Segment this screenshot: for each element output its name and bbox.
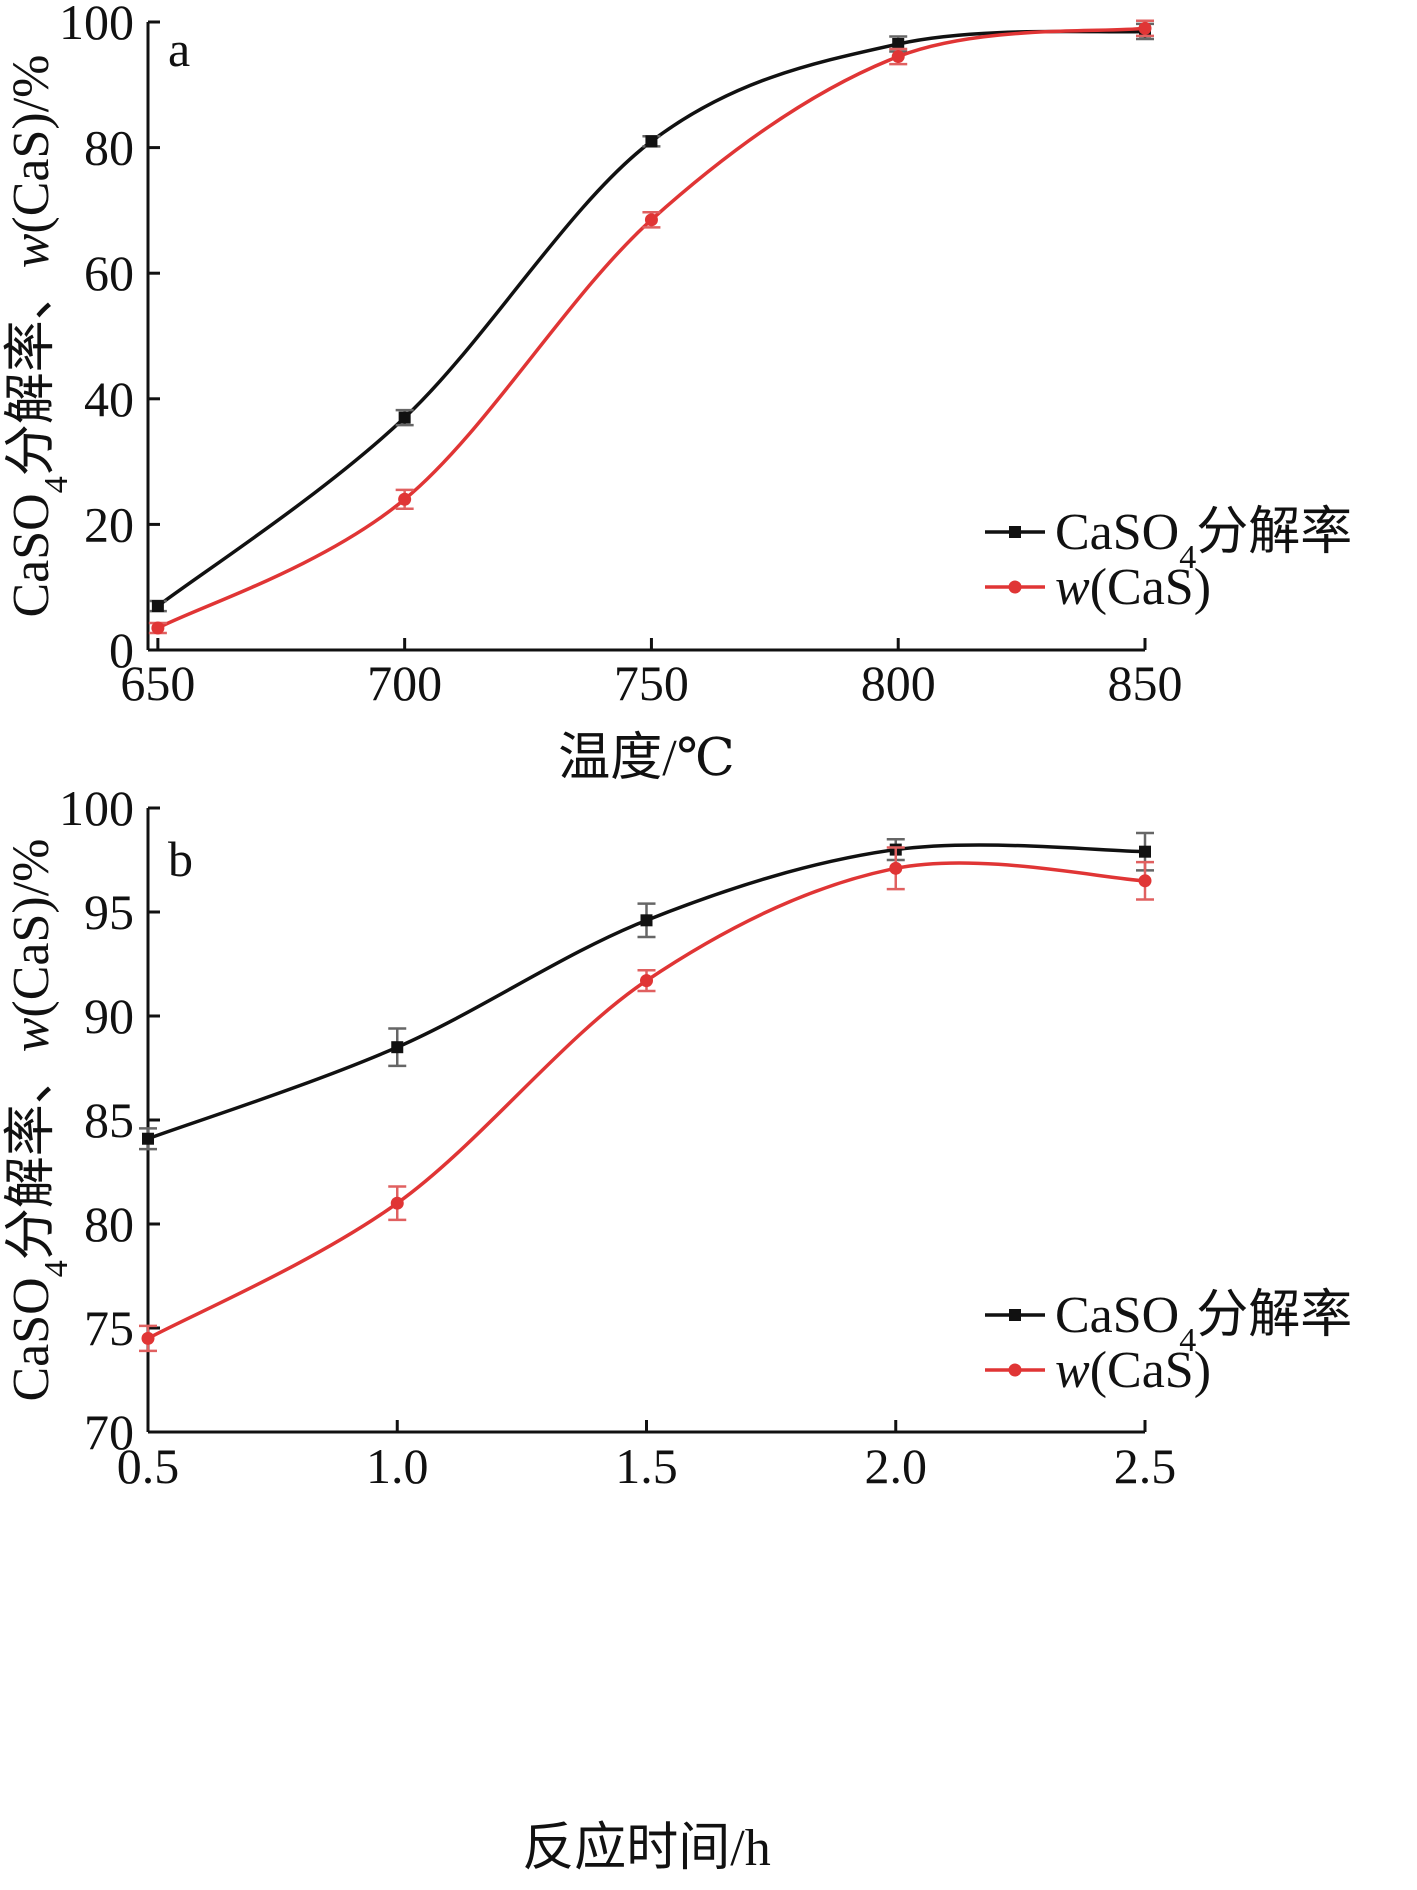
y-tick-label: 60 [84,245,134,301]
y-title-part: (CaS)/% [3,54,60,233]
y-tick-label: 40 [84,371,134,427]
series-cas [148,19,1154,635]
y-title-italic: w [3,1017,60,1052]
data-point-square [645,135,658,148]
legend-subscript: 4 [1179,539,1196,576]
y-tick-label: 80 [84,1196,134,1252]
y-tick-label: 20 [84,496,134,552]
data-point-circle [891,50,905,64]
legend-marker-square [1009,526,1021,538]
y-title-part: CaSO [3,493,60,617]
legend-marker-circle [1008,1363,1022,1377]
x-tick-label: 0.5 [117,1438,180,1494]
legend-marker-circle [1008,580,1022,594]
data-point-square [142,1132,154,1145]
x-axis-title: 温度/℃ [558,730,735,787]
legend-label: CaSO4分解率 [1055,504,1352,576]
y-title-subscript: 4 [38,476,75,493]
series-line [156,29,1146,608]
y-axis-title: CaSO4分解率、w(CaS)/% [3,54,75,617]
data-point-square [398,411,411,424]
x-axis-title: 反应时间/h [522,1820,770,1877]
legend-label: CaSO4分解率 [1055,1287,1352,1359]
legend-italic: w [1055,559,1090,616]
legend-subscript: 4 [1179,1322,1196,1359]
data-point-circle [1138,21,1152,35]
y-title-part: 分解率、 [3,268,60,476]
chart-panel-b: 70 75 80 85 90 95 100 0.5 1.0 1.5 2.0 2.5 b 反应时间/h CaS… [3,780,1352,1877]
y-tick-label: 90 [84,988,134,1044]
y-tick-label: 75 [84,1300,134,1356]
legend-label: w(CaS) [1055,559,1211,616]
y-title-part: (CaS)/% [3,838,60,1017]
data-point-circle [640,974,653,988]
x-tick-label: 850 [1108,655,1183,711]
data-point-circle [644,213,658,227]
data-point-circle [889,861,903,875]
y-tick-label: 100 [59,780,134,836]
legend-part: 分解率 [1196,1287,1352,1344]
legend-marker-square [1009,1309,1021,1321]
y-tick-label: 85 [84,1092,134,1148]
y-tick-label: 95 [84,884,134,940]
legend-part: (CaS) [1090,559,1211,616]
x-tick-label: 2.0 [865,1438,928,1494]
data-point-circle [141,1331,155,1345]
data-point-circle [1138,874,1152,888]
legend-italic: w [1055,1342,1090,1399]
data-point-square [640,914,653,927]
y-title-subscript: 4 [38,1260,75,1277]
data-point-circle [151,621,165,635]
y-tick-label: 100 [59,0,134,50]
data-point-square [151,600,164,613]
panel-label: b [168,831,193,887]
legend-label: w(CaS) [1055,1342,1211,1399]
y-tick-label: 70 [84,1404,134,1460]
y-tick-label: 80 [84,120,134,176]
x-tick-label: 800 [861,655,936,711]
series-line [157,26,1146,630]
x-tick-label: 1.5 [615,1438,678,1494]
data-point-circle [390,1196,404,1210]
y-title-italic: w [3,233,60,268]
legend-part: (CaS) [1090,1342,1211,1399]
data-point-square [391,1041,404,1054]
y-title-part: CaSO [3,1277,60,1401]
legend-part: CaSO [1055,504,1179,561]
legend-part: CaSO [1055,1287,1179,1344]
y-axis-title: CaSO4分解率、w(CaS)/% [3,838,75,1401]
series-caso4 [139,831,1154,1151]
x-tick-label: 650 [120,655,195,711]
x-tick-label: 750 [614,655,689,711]
series-caso4 [148,22,1154,613]
y-tick-label: 0 [109,622,134,678]
x-tick-label: 2.5 [1114,1438,1177,1494]
y-title-part: 分解率、 [3,1052,60,1260]
legend-part: 分解率 [1196,504,1352,561]
x-tick-label: 1.0 [366,1438,429,1494]
x-tick-label: 700 [367,655,442,711]
data-point-circle [398,492,412,506]
data-point-square [892,37,905,50]
series-line [147,861,1146,1340]
panel-label: a [168,21,190,77]
data-point-square [1139,845,1151,858]
series-cas [139,846,1154,1353]
